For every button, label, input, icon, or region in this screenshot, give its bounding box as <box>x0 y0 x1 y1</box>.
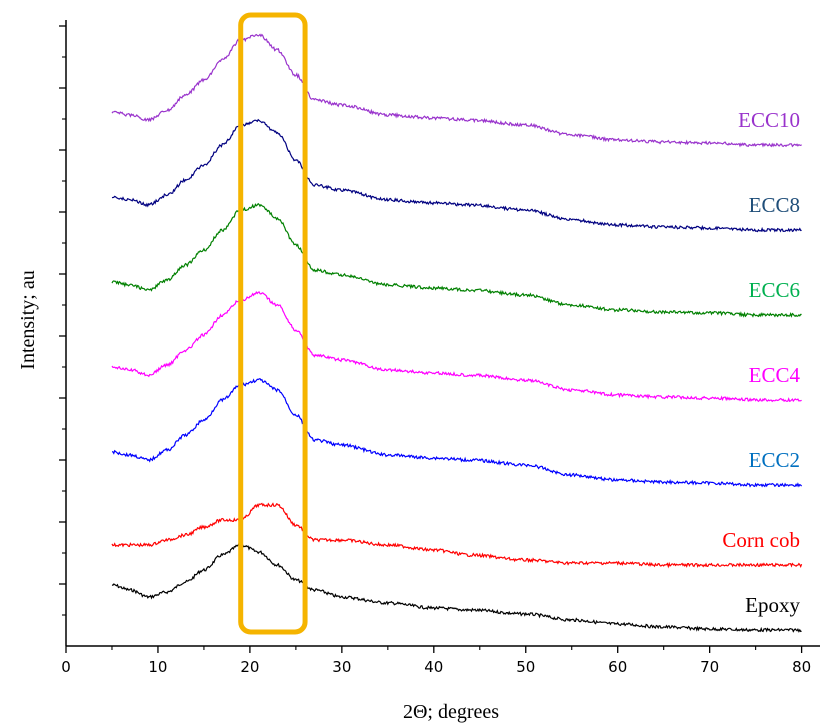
x-tick-label: 20 <box>240 658 259 676</box>
highlight-box <box>238 12 308 635</box>
x-tick-label: 10 <box>148 658 167 676</box>
series-label-ecc4: ECC4 <box>749 363 801 387</box>
y-axis-ticks <box>59 25 66 616</box>
series-label-ecc8: ECC8 <box>749 193 800 217</box>
series-label-ecc10: ECC10 <box>738 108 800 132</box>
y-axis-title: Intensity; au <box>17 270 39 369</box>
x-tick-label: 80 <box>792 658 811 676</box>
series-label-corn-cob: Corn cob <box>722 528 800 552</box>
x-axis-title: 2Θ; degrees <box>403 701 499 723</box>
x-tick-label: 30 <box>332 658 351 676</box>
series-line-ecc4 <box>111 290 802 403</box>
x-tick-label: 50 <box>516 658 535 676</box>
series-line-ecc10 <box>111 33 802 148</box>
series-line-epoxy <box>111 542 802 633</box>
x-tick-label: 70 <box>700 658 719 676</box>
series-line-corn-cob <box>111 502 803 569</box>
series-line-ecc6 <box>111 202 802 318</box>
x-tick-label: 40 <box>424 658 443 676</box>
series-layer <box>111 33 803 633</box>
series-labels: Epoxy Corn cob ECC2 ECC4 ECC6 ECC8 ECC10 <box>722 108 800 617</box>
x-tick-label: 60 <box>608 658 627 676</box>
series-label-ecc6: ECC6 <box>749 278 800 302</box>
x-axis-ticks: 0 10 20 30 40 50 60 70 80 <box>61 646 811 676</box>
series-line-ecc8 <box>111 118 802 233</box>
x-tick-label: 0 <box>61 658 71 676</box>
series-label-epoxy: Epoxy <box>745 593 800 617</box>
series-label-ecc2: ECC2 <box>749 448 800 472</box>
series-line-ecc2 <box>111 378 803 488</box>
